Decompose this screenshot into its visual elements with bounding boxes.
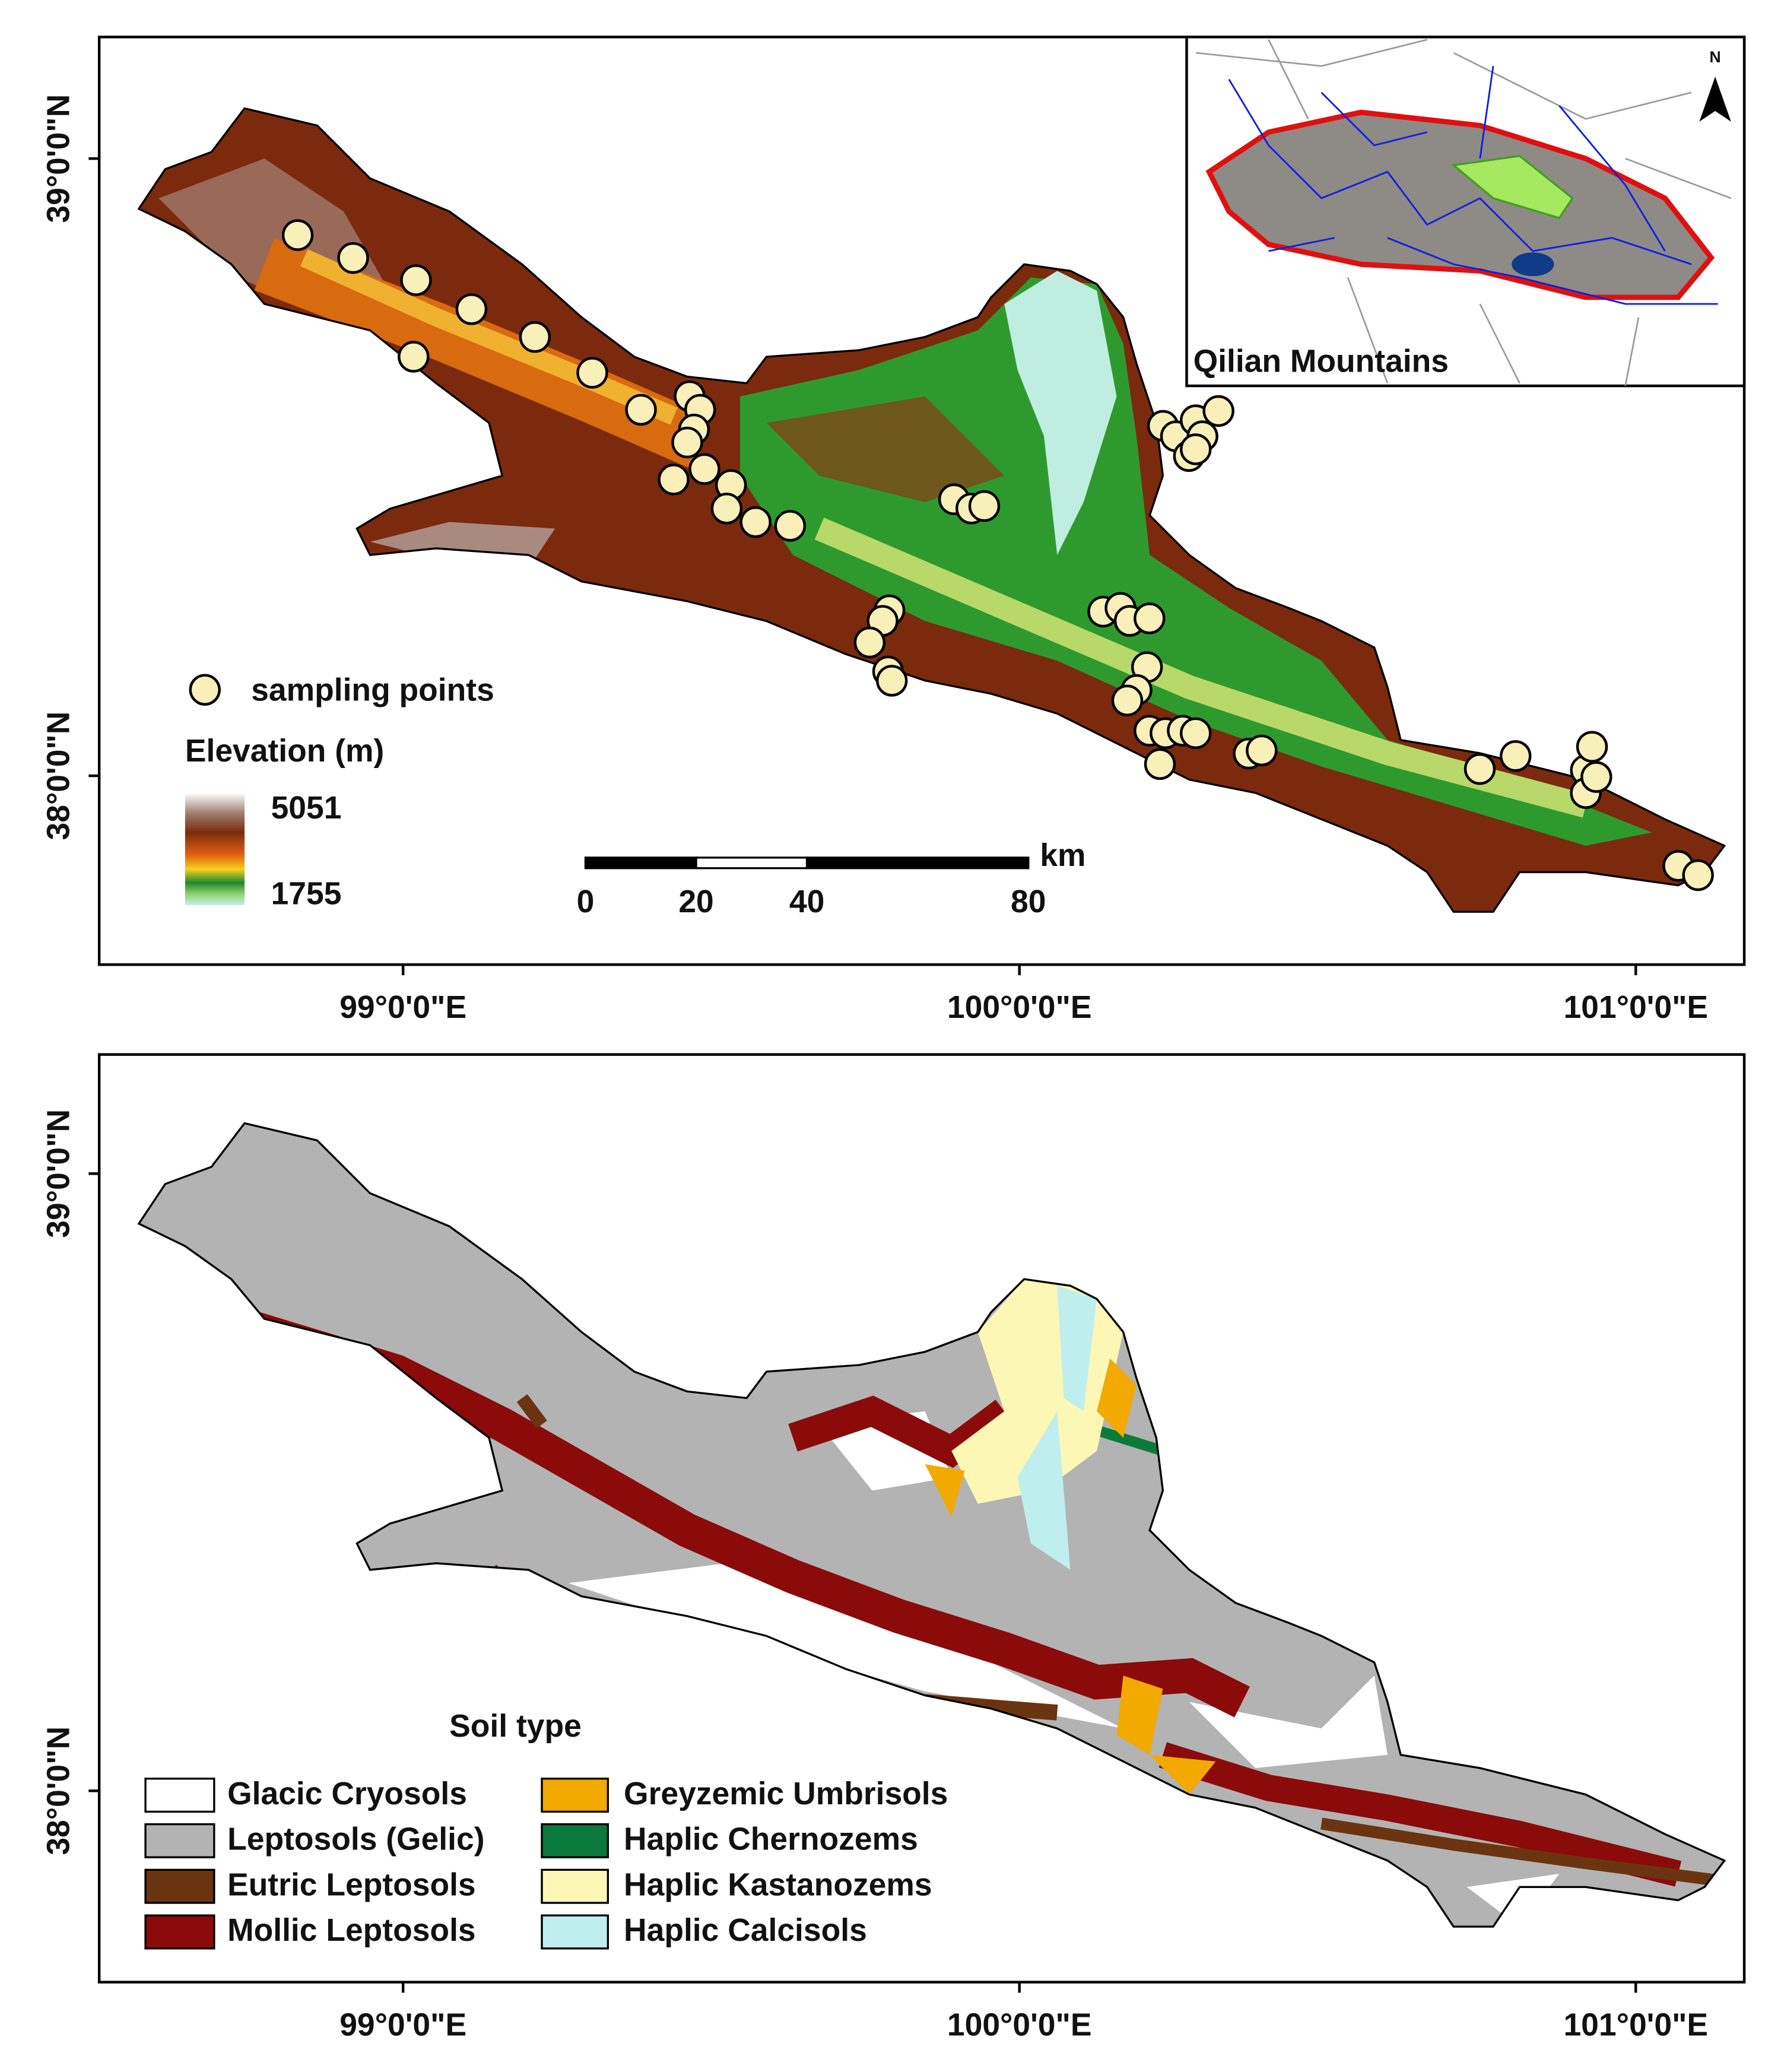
legend-swatch — [144, 1778, 215, 1813]
legend-label: Eutric Leptosols — [227, 1867, 476, 1902]
soil-patch — [1320, 1817, 1719, 1887]
x-tick-label: 100°0'0"E — [947, 2007, 1092, 2042]
colorbar-max: 5051 — [271, 791, 342, 826]
inset-map: N Qilian Mountains — [1185, 36, 1746, 388]
x-tick-label: 99°0'0"E — [339, 990, 466, 1025]
y-tick-label: 38°0'0"N — [42, 712, 77, 840]
sampling-point — [1682, 859, 1714, 891]
scale-bar: km 0 20 40 80 — [577, 838, 1086, 919]
soil-patch — [568, 1563, 1123, 1729]
sampling-point — [519, 321, 551, 353]
sampling-point — [1144, 748, 1176, 780]
sampling-point — [281, 219, 314, 251]
soil-patch — [1150, 1754, 1216, 1795]
sampling-point — [1202, 395, 1234, 427]
legend-label: Greyzemic Umbrisols — [624, 1776, 948, 1811]
legend-swatch — [144, 1914, 215, 1950]
soil-patch — [1158, 1742, 1682, 1887]
scale-segment — [805, 856, 1030, 870]
valley-floor — [814, 518, 1589, 818]
inset-rivers — [1228, 66, 1718, 305]
sampling-point — [400, 264, 432, 296]
sampling-point — [455, 293, 488, 325]
legend-label: Haplic Calcisols — [624, 1913, 867, 1948]
scale-tick-label: 20 — [678, 884, 713, 919]
colorbar-min: 1755 — [271, 877, 342, 912]
legend-label: Mollic Leptosols — [227, 1913, 476, 1948]
sampling-point — [671, 426, 703, 459]
soil-patch — [925, 1464, 965, 1517]
x-tick-label: 100°0'0"E — [947, 990, 1092, 1025]
sampling-point — [1464, 753, 1496, 785]
inset-lake — [1512, 252, 1554, 277]
sampling-point — [853, 626, 886, 659]
elevation-colorbar — [185, 792, 245, 906]
mid-elevation — [300, 249, 678, 425]
soil-patch — [1116, 1676, 1163, 1755]
legend-swatch — [144, 1823, 215, 1858]
legend-title: Elevation (m) — [185, 734, 384, 769]
sampling-point — [876, 665, 908, 697]
legend-label: Leptosols (Gelic) — [227, 1822, 484, 1857]
legend-label: Haplic Kastanozems — [624, 1867, 932, 1902]
scale-tick-label: 0 — [577, 884, 595, 919]
soil-patch — [1189, 1676, 1388, 1768]
sampling-point — [625, 394, 657, 426]
legend-swatch — [541, 1868, 609, 1904]
legend-swatch — [541, 1914, 609, 1950]
sampling-point — [1576, 731, 1608, 763]
y-tick-label: 39°0'0"N — [42, 1109, 77, 1238]
scale-tick-label: 40 — [789, 884, 824, 919]
sampling-point — [1246, 734, 1278, 767]
legend-title: Soil type — [449, 1709, 582, 1744]
x-tick-label: 101°0'0"E — [1563, 2007, 1708, 2042]
north-label: N — [1709, 48, 1720, 66]
sampling-point — [774, 510, 807, 542]
inset-borders — [1195, 39, 1732, 386]
legend-point-symbol — [189, 674, 221, 706]
legend-label: Glacic Cryosols — [227, 1776, 467, 1811]
legend-label: Haplic Chernozems — [624, 1822, 918, 1857]
legend-swatch — [541, 1823, 609, 1858]
scale-tick-label: 80 — [1011, 884, 1046, 919]
y-tick-label: 38°0'0"N — [42, 1727, 77, 1855]
sampling-point — [337, 242, 369, 274]
soil-patch — [1097, 1358, 1137, 1438]
legend-swatch — [144, 1868, 215, 1904]
ridge — [766, 396, 1005, 503]
scale-segment — [695, 856, 808, 870]
inset-study-area — [1451, 154, 1574, 220]
x-tick-label: 99°0'0"E — [339, 2007, 466, 2042]
legend-swatch — [541, 1778, 609, 1813]
sampling-point — [1180, 433, 1212, 465]
sampling-point — [739, 506, 772, 538]
sampling-point — [1500, 740, 1532, 772]
sampling-point — [1180, 717, 1212, 750]
y-tick-label: 39°0'0"N — [42, 94, 77, 223]
sampling-point — [710, 493, 743, 525]
sampling-point — [1134, 602, 1166, 634]
scale-unit: km — [1040, 838, 1085, 873]
sampling-point — [688, 453, 720, 485]
sampling-point — [398, 341, 430, 373]
scale-segment — [584, 856, 697, 870]
sampling-point — [968, 490, 1001, 522]
sampling-point — [1580, 761, 1612, 793]
sampling-point — [1111, 684, 1144, 716]
north-arrow — [1699, 77, 1731, 122]
x-tick-label: 101°0'0"E — [1563, 990, 1708, 1025]
sampling-point — [658, 464, 690, 496]
soil-patch — [1057, 1286, 1097, 1411]
legend-label: sampling points — [251, 673, 494, 708]
low-elevation — [739, 277, 1652, 846]
soil-patch — [1017, 1411, 1071, 1570]
valley-floor — [1004, 271, 1117, 556]
sampling-point — [576, 357, 608, 389]
soil-patch — [516, 1394, 547, 1429]
inset-title: Qilian Mountains — [1193, 344, 1449, 379]
